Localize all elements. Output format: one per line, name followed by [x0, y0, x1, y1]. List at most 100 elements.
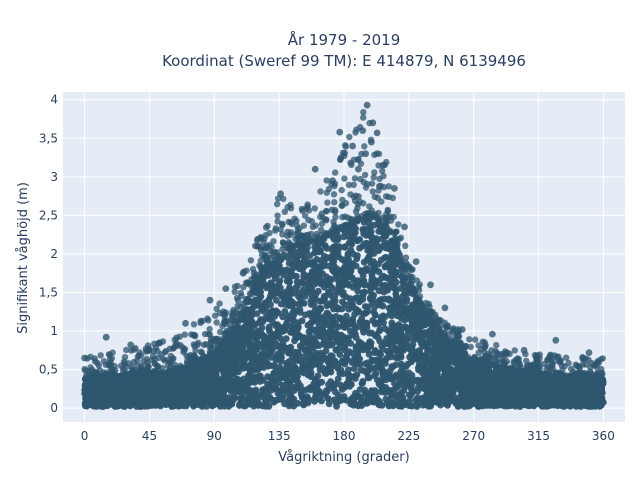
data-point — [291, 337, 298, 345]
data-point — [347, 295, 354, 303]
data-point — [530, 379, 538, 386]
data-point — [359, 379, 366, 387]
data-point — [400, 316, 408, 324]
data-point — [347, 398, 355, 406]
data-points — [81, 101, 607, 410]
data-point — [382, 376, 390, 384]
data-point — [229, 381, 237, 389]
data-point — [219, 383, 227, 391]
data-point — [403, 374, 410, 381]
data-point — [414, 384, 422, 392]
data-point — [252, 352, 260, 359]
data-point — [309, 258, 317, 266]
data-point — [323, 273, 330, 281]
data-point — [282, 288, 290, 296]
data-point — [354, 252, 361, 260]
data-point — [319, 364, 327, 372]
data-point — [315, 395, 323, 403]
data-point — [365, 224, 373, 231]
data-point — [283, 254, 291, 261]
data-point — [399, 275, 407, 283]
data-point — [290, 375, 298, 383]
data-point — [317, 326, 325, 334]
data-point — [245, 400, 253, 408]
data-point — [262, 299, 270, 307]
data-point — [307, 277, 314, 284]
data-point — [299, 286, 307, 294]
data-point — [388, 363, 396, 370]
data-point — [336, 243, 343, 251]
data-point — [352, 375, 359, 382]
data-point — [258, 324, 266, 332]
data-point — [288, 383, 295, 390]
data-point — [424, 374, 432, 382]
data-point — [359, 290, 367, 297]
data-point — [441, 347, 449, 354]
data-point — [343, 312, 350, 320]
data-point — [433, 370, 441, 377]
data-point — [400, 401, 408, 409]
data-point — [385, 349, 393, 357]
data-point — [319, 333, 327, 341]
data-point — [354, 287, 362, 295]
data-point — [393, 279, 400, 286]
data-point — [309, 352, 317, 360]
data-point — [408, 381, 415, 389]
data-point — [406, 397, 414, 404]
data-point — [312, 377, 319, 384]
data-point — [283, 359, 290, 367]
data-point — [307, 365, 314, 372]
data-point — [309, 357, 316, 365]
data-point — [319, 297, 326, 305]
data-point — [120, 391, 128, 398]
data-point — [360, 258, 368, 266]
data-point — [353, 308, 361, 316]
data-point — [376, 398, 383, 406]
data-point — [272, 385, 280, 392]
data-point — [360, 230, 368, 238]
data-point — [187, 374, 195, 382]
data-point — [311, 266, 319, 274]
data-point — [268, 330, 276, 338]
data-point — [356, 236, 363, 243]
data-point — [334, 272, 341, 279]
data-point — [341, 357, 349, 364]
data-point — [356, 298, 363, 306]
data-point — [325, 400, 333, 408]
data-point — [345, 270, 352, 278]
data-point — [258, 304, 266, 311]
data-point — [235, 368, 242, 376]
data-point — [356, 244, 363, 252]
data-point — [365, 253, 373, 261]
data-point — [238, 390, 246, 398]
data-point — [414, 319, 422, 327]
data-point — [445, 354, 452, 362]
data-point — [308, 335, 315, 343]
data-point — [397, 368, 405, 376]
data-point — [386, 274, 394, 282]
data-point — [365, 281, 373, 289]
data-point — [393, 384, 401, 391]
data-point — [388, 266, 395, 274]
data-point — [299, 400, 307, 408]
data-point — [427, 365, 434, 373]
data-point — [408, 371, 416, 379]
data-point — [341, 243, 349, 251]
data-point — [301, 293, 309, 300]
data-point — [290, 264, 298, 271]
data-point — [481, 391, 488, 399]
data-point — [208, 401, 216, 409]
data-point — [247, 312, 254, 320]
data-point — [375, 320, 383, 327]
data-point — [253, 334, 261, 342]
data-point — [396, 330, 404, 338]
data-point — [311, 249, 319, 257]
data-point — [372, 240, 379, 248]
data-point — [388, 323, 396, 331]
data-point — [384, 388, 392, 396]
data-point — [382, 356, 389, 364]
data-point — [252, 346, 259, 353]
data-point — [350, 365, 358, 372]
data-point — [291, 363, 299, 371]
data-point — [381, 254, 389, 261]
